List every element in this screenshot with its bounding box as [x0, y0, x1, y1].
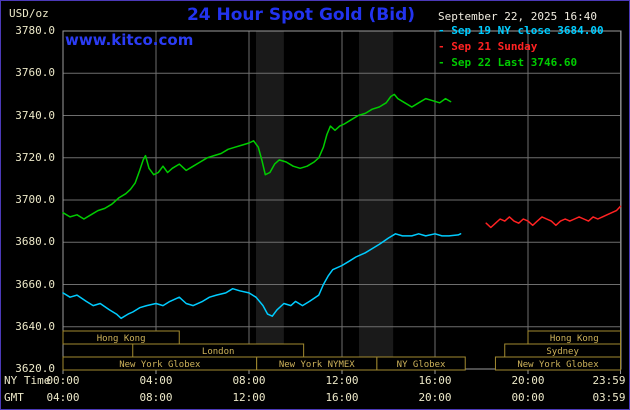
x-gmt-tick-5: 00:00 — [511, 391, 545, 404]
x-ny-tick-2: 08:00 — [232, 374, 266, 387]
price-line-0 — [62, 233, 462, 320]
y-axis-tick-8: 3620.0 — [15, 362, 55, 375]
session-box-hong-kong-0 — [62, 330, 180, 345]
legend-item-sep19: - Sep 19 NY close 3684.00 — [438, 24, 604, 37]
legend-item-sep21: - Sep 21 Sunday — [438, 40, 538, 53]
y-axis-tick-3: 3720.0 — [15, 151, 55, 164]
x-gmt-tick-6: 03:59 — [592, 391, 626, 404]
session-label-ny-globex-6: NY Globex — [397, 360, 446, 370]
x-gmt-tick-1: 08:00 — [139, 391, 173, 404]
x-axis-gmt-caption: GMT — [4, 391, 24, 404]
x-ny-tick-3: 12:00 — [325, 374, 359, 387]
x-gmt-tick-3: 16:00 — [325, 391, 359, 404]
session-box-new-york-globex-7 — [494, 356, 622, 371]
y-axis-tick-7: 3640.0 — [15, 320, 55, 333]
chart-title: 24 Hour Spot Gold (Bid) — [186, 5, 416, 25]
session-label-sydney-3: Sydney — [546, 347, 579, 357]
session-label-hong-kong-0: Hong Kong — [97, 334, 146, 344]
y-axis-unit-label: USD/oz — [9, 7, 49, 20]
kitco-watermark-link[interactable]: www.kitco.com — [65, 31, 194, 49]
y-axis-tick-5: 3680.0 — [15, 235, 55, 248]
session-box-ny-globex-6 — [376, 356, 466, 371]
y-axis-tick-1: 3760.0 — [15, 66, 55, 79]
x-ny-tick-5: 20:00 — [511, 374, 545, 387]
x-ny-tick-6: 23:59 — [592, 374, 626, 387]
x-gmt-tick-2: 12:00 — [232, 391, 266, 404]
session-label-new-york-globex-7: New York Globex — [517, 360, 599, 370]
y-axis-tick-2: 3740.0 — [15, 109, 55, 122]
x-gmt-tick-0: 04:00 — [46, 391, 80, 404]
legend-item-sep22: - Sep 22 Last 3746.60 — [438, 56, 578, 69]
x-ny-tick-1: 04:00 — [139, 374, 173, 387]
x-ny-tick-0: 00:00 — [46, 374, 80, 387]
session-label-london-2: London — [202, 347, 235, 357]
x-gmt-tick-4: 20:00 — [418, 391, 452, 404]
price-line-1 — [485, 205, 622, 229]
session-label-new-york-globex-4: New York Globex — [119, 360, 201, 370]
session-label-hong-kong-1: Hong Kong — [550, 334, 599, 344]
session-label-new-york-nymex-5: New York NYMEX — [279, 360, 355, 370]
chart-datetime: September 22, 2025 16:40 — [438, 10, 597, 23]
x-axis-ny-caption: NY Time — [4, 374, 51, 387]
y-axis-tick-6: 3660.0 — [15, 278, 55, 291]
y-axis-tick-0: 3780.0 — [15, 24, 55, 37]
x-ny-tick-4: 16:00 — [418, 374, 452, 387]
price-line-2 — [62, 93, 452, 220]
y-axis-tick-4: 3700.0 — [15, 193, 55, 206]
